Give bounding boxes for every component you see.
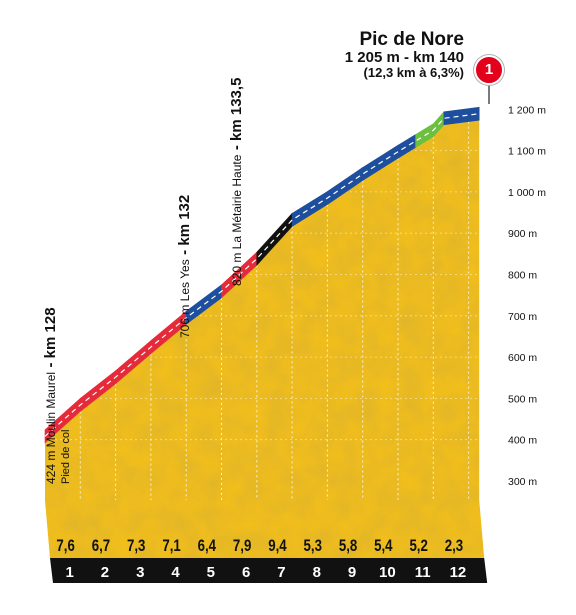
segment-grade-label: 6,4	[198, 537, 217, 556]
point-name: 820 m La Métairie Haute	[230, 154, 244, 286]
category-badge-stem	[488, 84, 490, 104]
point-label-les-yes: 706 m Les Yes - km 132	[176, 195, 194, 338]
segment-grade-label: 7,6	[56, 537, 74, 556]
km-tick-label: 1	[65, 564, 73, 581]
altitude-tick-label: 800 m	[508, 270, 537, 282]
km-tick-label: 2	[101, 564, 109, 581]
altitude-tick-label: 500 m	[508, 393, 537, 405]
segment-grade-label: 2,3	[445, 537, 463, 556]
km-axis-band	[50, 558, 488, 583]
segment-grade-label: 5,4	[374, 537, 393, 556]
km-tick-label: 8	[313, 564, 321, 581]
km-tick-label: 11	[415, 564, 431, 581]
segment-grade-label: 5,3	[304, 537, 322, 556]
km-tick-label: 6	[242, 564, 250, 581]
summit-grade: (12,3 km à 6,3%)	[363, 64, 464, 80]
summit-title-block: Pic de Nore 1 205 m - km 140 (12,3 km à …	[345, 30, 464, 79]
altitude-tick-label: 700 m	[508, 311, 537, 323]
point-label-moulin-maurel: 424 m Moulin Maurel - km 128 Pied de col	[42, 307, 72, 484]
summit-altitude-km: 1 205 m - km 140	[344, 48, 464, 66]
altitude-tick-label: 1 100 m	[508, 146, 546, 158]
segment-grade-label: 5,8	[339, 537, 357, 556]
altitude-tick-label: 400 m	[508, 435, 537, 447]
ribbon-centerline	[44, 113, 480, 437]
altitude-tick-label: 1 000 m	[508, 187, 546, 199]
km-tick-label: 7	[277, 564, 285, 581]
base-front-texture	[45, 500, 485, 558]
category-badge: 1	[474, 55, 504, 85]
point-label-metairie-haute: 820 m La Métairie Haute - km 133,5	[228, 78, 246, 286]
point-name: 424 m Moulin Maurel	[44, 371, 58, 484]
altitude-tick-label: 300 m	[508, 476, 537, 488]
segment-grade-label: 6,7	[92, 537, 110, 556]
km-tick-label: 3	[136, 564, 144, 581]
point-km: - km 133,5	[228, 77, 245, 151]
point-km: - km 128	[42, 307, 59, 368]
gradient-ribbon-segment	[443, 106, 480, 126]
segment-grade-label: 9,4	[268, 537, 287, 556]
altitude-tick-label: 1 200 m	[508, 104, 546, 116]
km-tick-label: 10	[379, 564, 396, 581]
point-km: - km 132	[176, 194, 193, 255]
point-name: 706 m Les Yes	[178, 259, 192, 338]
segment-grade-label: 5,2	[409, 537, 427, 556]
km-tick-label: 9	[348, 564, 356, 581]
segment-grade-label: 7,3	[127, 537, 145, 556]
altitude-tick-label: 600 m	[508, 352, 537, 364]
km-tick-label: 5	[207, 564, 215, 581]
segment-grade-label: 7,1	[162, 537, 181, 556]
terrain-texture	[45, 120, 480, 500]
point-note: Pied de col	[60, 429, 72, 484]
km-tick-label: 12	[450, 564, 467, 581]
km-tick-label: 4	[171, 564, 180, 581]
summit-name: Pic de Nore	[359, 29, 464, 50]
segment-grade-label: 7,9	[233, 537, 251, 556]
altitude-tick-label: 900 m	[508, 228, 537, 240]
